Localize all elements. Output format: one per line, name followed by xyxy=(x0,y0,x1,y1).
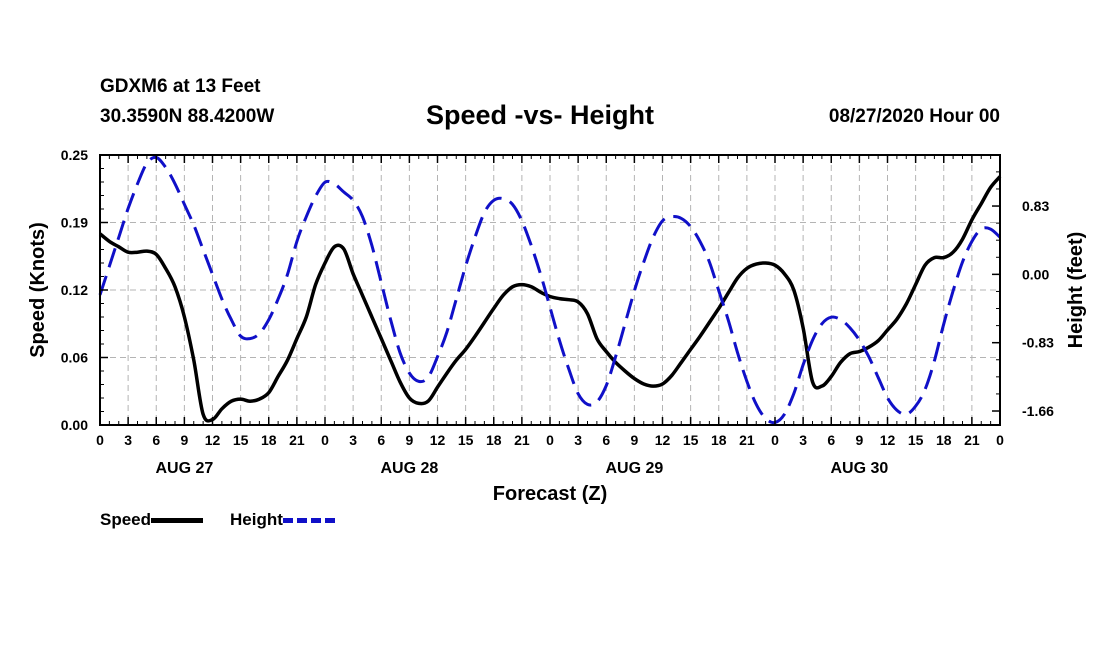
x-tick-label: 3 xyxy=(574,432,582,448)
x-tick-label: 21 xyxy=(964,432,980,448)
legend-height-label: Height xyxy=(230,510,283,529)
y-right-tick-label: 0.00 xyxy=(1022,266,1049,282)
x-tick-label: 18 xyxy=(936,432,952,448)
y-right-tick-label: 0.83 xyxy=(1022,198,1049,214)
day-label: AUG 30 xyxy=(830,460,888,477)
x-tick-label: 9 xyxy=(855,432,863,448)
axis-ticks xyxy=(99,154,1001,426)
legend-speed-swatch xyxy=(151,518,204,524)
y-left-axis-title: Speed (Knots) xyxy=(27,222,49,358)
x-tick-label: 9 xyxy=(405,432,413,448)
x-tick-label: 18 xyxy=(486,432,502,448)
x-tick-label: 9 xyxy=(630,432,638,448)
day-label: AUG 27 xyxy=(155,460,213,477)
station-name: GDXM6 at 13 Feet xyxy=(100,76,261,97)
legend-height-swatch xyxy=(282,518,335,524)
legend-speed-label: Speed xyxy=(100,510,152,529)
grid-lines xyxy=(100,155,1000,425)
x-tick-label: 15 xyxy=(233,432,249,448)
x-tick-label: 21 xyxy=(289,432,305,448)
x-tick-label: 3 xyxy=(124,432,132,448)
y-left-tick-label: 0.00 xyxy=(61,417,88,433)
y-right-axis-title: Height (feet) xyxy=(1065,232,1087,349)
legend-speed: Speed xyxy=(100,510,204,530)
y-left-tick-label: 0.12 xyxy=(61,282,88,298)
y-left-tick-label: 0.25 xyxy=(61,147,88,163)
x-tick-label: 0 xyxy=(546,432,554,448)
x-tick-label: 12 xyxy=(655,432,671,448)
x-tick-label: 18 xyxy=(711,432,727,448)
x-tick-label: 0 xyxy=(996,432,1004,448)
x-tick-label: 18 xyxy=(261,432,277,448)
x-tick-label: 6 xyxy=(377,432,385,448)
station-coordinates: 30.3590N 88.4200W xyxy=(100,106,275,127)
y-left-tick-label: 0.06 xyxy=(61,350,88,366)
y-left-tick-label: 0.19 xyxy=(61,215,88,231)
day-label: AUG 29 xyxy=(605,460,663,477)
x-tick-label: 21 xyxy=(514,432,530,448)
x-tick-label: 21 xyxy=(739,432,755,448)
x-tick-label: 0 xyxy=(96,432,104,448)
series-lines xyxy=(98,155,1002,425)
x-tick-label: 12 xyxy=(430,432,446,448)
forecast-run-time: 08/27/2020 Hour 00 xyxy=(828,106,1000,127)
x-tick-label: 12 xyxy=(205,432,221,448)
x-tick-label: 15 xyxy=(683,432,699,448)
x-tick-label: 6 xyxy=(827,432,835,448)
height-series-line xyxy=(98,155,1002,425)
x-tick-label: 9 xyxy=(180,432,188,448)
x-tick-label: 0 xyxy=(321,432,329,448)
x-tick-label: 12 xyxy=(880,432,896,448)
speed-series-line xyxy=(98,175,1002,423)
x-tick-label: 3 xyxy=(799,432,807,448)
x-tick-label: 3 xyxy=(349,432,357,448)
x-tick-label: 15 xyxy=(458,432,474,448)
x-tick-label: 15 xyxy=(908,432,924,448)
day-label: AUG 28 xyxy=(380,460,438,477)
chart-title: Speed -vs- Height xyxy=(426,100,655,130)
x-tick-label: 6 xyxy=(152,432,160,448)
x-tick-label: 0 xyxy=(771,432,779,448)
legend-height: Height xyxy=(230,510,335,530)
x-tick-label: 6 xyxy=(602,432,610,448)
y-right-tick-label: -0.83 xyxy=(1022,335,1054,351)
y-right-tick-label: -1.66 xyxy=(1022,403,1054,419)
axis-labels: 0 3 6 9 12 15 18 21 0 3 6 9 12 15 18 21 0 3 6 9 12 15 18 21 0 3 6 9… xyxy=(61,147,1054,477)
x-axis-title: Forecast (Z) xyxy=(493,483,607,505)
